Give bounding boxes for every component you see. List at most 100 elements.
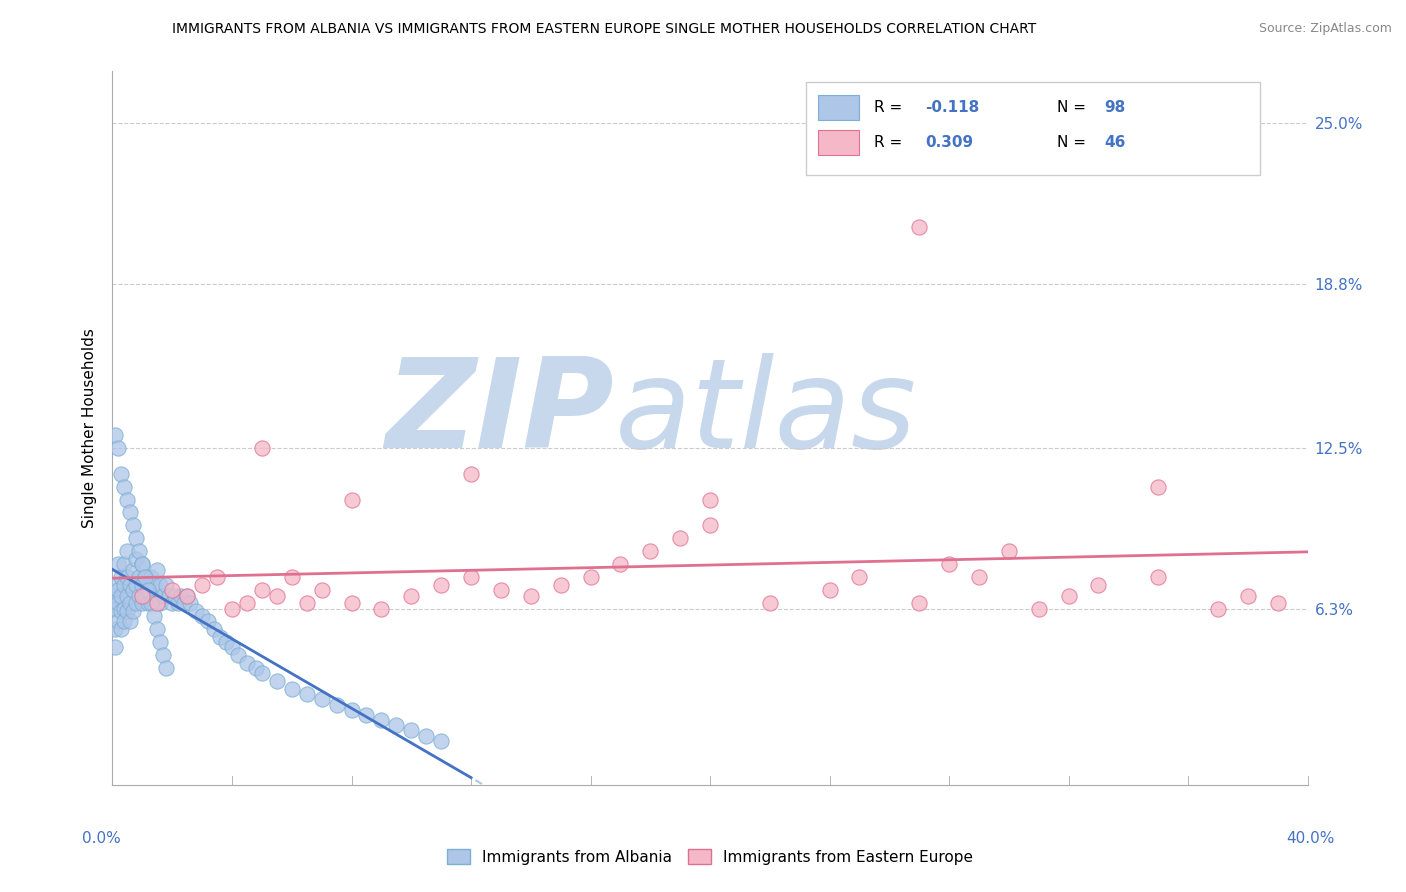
- Text: IMMIGRANTS FROM ALBANIA VS IMMIGRANTS FROM EASTERN EUROPE SINGLE MOTHER HOUSEHOL: IMMIGRANTS FROM ALBANIA VS IMMIGRANTS FR…: [173, 22, 1036, 37]
- Point: [141, 596, 163, 610]
- Point: [908, 220, 931, 235]
- Point: [221, 601, 243, 615]
- Point: [107, 558, 129, 572]
- Point: [609, 558, 631, 572]
- Point: [117, 589, 139, 603]
- Point: [170, 589, 193, 603]
- Point: [107, 583, 129, 598]
- Point: [117, 570, 139, 584]
- Point: [1206, 601, 1229, 615]
- Point: [110, 570, 132, 584]
- Point: [146, 622, 169, 636]
- Point: [114, 615, 135, 629]
- Point: [155, 578, 177, 592]
- Point: [205, 570, 228, 584]
- Point: [104, 622, 127, 636]
- Legend: Immigrants from Albania, Immigrants from Eastern Europe: Immigrants from Albania, Immigrants from…: [441, 843, 979, 871]
- Point: [356, 707, 378, 722]
- Point: [120, 615, 142, 629]
- Point: [938, 558, 960, 572]
- Point: [370, 713, 392, 727]
- Point: [197, 615, 219, 629]
- Point: [114, 601, 135, 615]
- Point: [104, 578, 127, 592]
- Point: [162, 596, 183, 610]
- Point: [104, 427, 127, 442]
- Point: [311, 583, 333, 598]
- Point: [191, 578, 214, 592]
- Point: [149, 578, 172, 592]
- FancyBboxPatch shape: [818, 95, 859, 120]
- Point: [1087, 578, 1109, 592]
- Point: [340, 703, 363, 717]
- Point: [1057, 589, 1080, 603]
- Text: 46: 46: [1105, 136, 1126, 150]
- Point: [221, 640, 243, 655]
- Y-axis label: Single Mother Households: Single Mother Households: [82, 328, 97, 528]
- Point: [209, 630, 232, 644]
- Text: N =: N =: [1057, 100, 1091, 114]
- Point: [114, 558, 135, 572]
- Point: [250, 441, 273, 455]
- Point: [550, 578, 572, 592]
- Point: [110, 589, 132, 603]
- Point: [250, 666, 273, 681]
- Point: [143, 609, 166, 624]
- Point: [131, 589, 153, 603]
- Point: [146, 596, 169, 610]
- Point: [281, 570, 304, 584]
- Point: [114, 479, 135, 493]
- Point: [415, 729, 437, 743]
- Point: [122, 563, 145, 577]
- Point: [295, 596, 318, 610]
- Point: [149, 596, 172, 610]
- Text: 0.0%: 0.0%: [82, 831, 121, 846]
- Point: [107, 441, 129, 455]
- Text: R =: R =: [873, 136, 907, 150]
- Point: [120, 578, 142, 592]
- Point: [311, 692, 333, 706]
- Point: [107, 615, 129, 629]
- Point: [125, 596, 148, 610]
- Point: [143, 578, 166, 592]
- Point: [215, 635, 238, 649]
- Point: [125, 578, 148, 592]
- Point: [266, 674, 288, 689]
- Point: [110, 604, 132, 618]
- Point: [155, 661, 177, 675]
- Point: [1028, 601, 1050, 615]
- Point: [325, 698, 347, 712]
- Point: [640, 544, 662, 558]
- Point: [141, 570, 163, 584]
- Point: [669, 532, 692, 546]
- Point: [250, 583, 273, 598]
- Point: [818, 583, 841, 598]
- Point: [114, 578, 135, 592]
- Point: [138, 596, 160, 610]
- Point: [281, 681, 304, 696]
- Point: [125, 552, 148, 566]
- Point: [401, 589, 423, 603]
- Point: [157, 589, 180, 603]
- Point: [173, 596, 195, 610]
- Point: [122, 604, 145, 618]
- Point: [1267, 596, 1289, 610]
- Text: 40.0%: 40.0%: [1286, 831, 1334, 846]
- Point: [134, 570, 156, 584]
- Point: [340, 596, 363, 610]
- Point: [370, 601, 392, 615]
- Point: [401, 723, 423, 738]
- Point: [236, 596, 259, 610]
- Point: [245, 661, 267, 675]
- Point: [152, 589, 174, 603]
- Point: [165, 589, 187, 603]
- Point: [848, 570, 870, 584]
- Point: [117, 492, 139, 507]
- Point: [128, 570, 150, 584]
- Point: [134, 589, 156, 603]
- Point: [385, 718, 408, 732]
- Point: [110, 467, 132, 481]
- Point: [295, 687, 318, 701]
- Point: [117, 604, 139, 618]
- Point: [131, 558, 153, 572]
